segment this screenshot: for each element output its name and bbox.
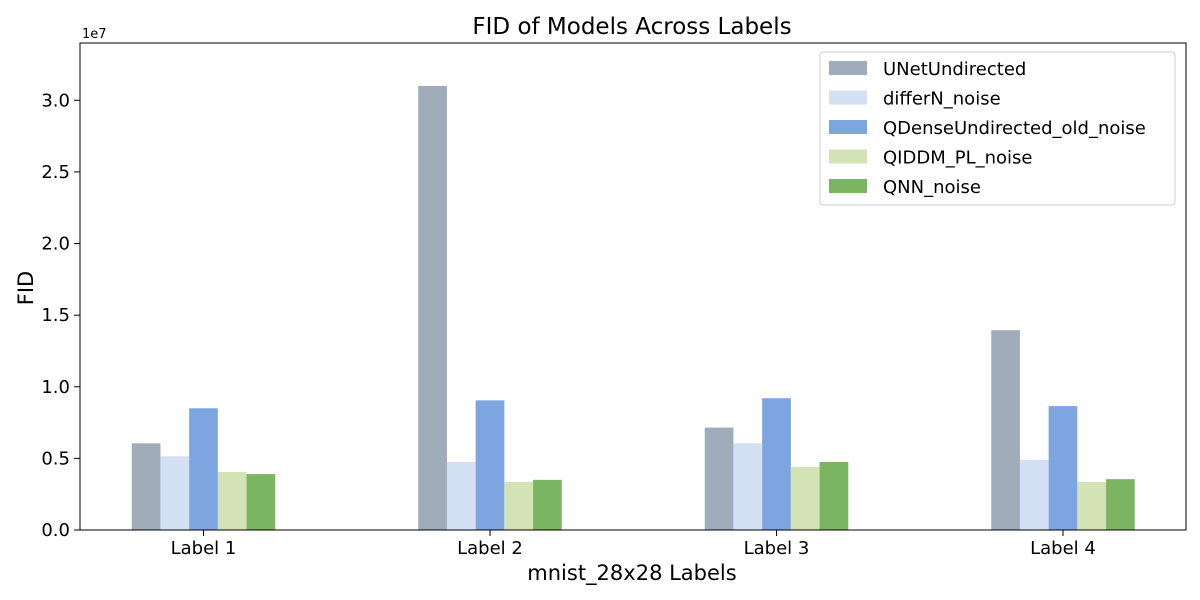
- legend-label-UNetUndirected: UNetUndirected: [883, 59, 1026, 80]
- bar-QNN_noise-label-3: [819, 461, 849, 530]
- bar-QDenseUndirected_old_noise-label-1: [189, 408, 218, 530]
- bar-QIDDM_PL_noise-label-4: [1077, 482, 1107, 530]
- bar-UNetUndirected-label-3: [704, 427, 734, 530]
- x-axis-ticks: Label 1 Label 2 Label 3 Label 4: [171, 530, 1096, 559]
- bar-QNN_noise-label-2: [533, 479, 562, 530]
- bar-QDenseUndirected_old_noise-label-2: [475, 400, 505, 530]
- bar-QIDDM_PL_noise-label-3: [790, 466, 820, 530]
- bar-QIDDM_PL_noise-label-2: [504, 482, 534, 530]
- y-tick-label: 1.0: [41, 377, 70, 398]
- bar-UNetUndirected-label-4: [991, 330, 1020, 530]
- legend: UNetUndirected differN_noise QDenseUndirec…: [819, 51, 1176, 206]
- bar-differN_noise-label-2: [446, 461, 476, 530]
- legend-swatch-UNetUndirected: [829, 61, 867, 75]
- legend-swatch-QDenseUndirected_old_noise: [829, 120, 867, 134]
- y-tick-label: 2.5: [41, 162, 70, 183]
- legend-swatch-QIDDM_PL_noise: [829, 149, 867, 164]
- legend-swatch-differN_noise: [829, 90, 867, 105]
- bar-differN_noise-label-3: [733, 443, 763, 530]
- y-axis-offset-label: 1e7: [82, 27, 107, 42]
- y-axis-ticks: 0.0 0.5 1.0 1.5 2.0 2.5 3.0: [41, 90, 80, 541]
- legend-label-differN_noise: differN_noise: [883, 89, 1001, 110]
- bar-QIDDM_PL_noise-label-1: [217, 471, 247, 530]
- bar-differN_noise-label-4: [1019, 459, 1049, 530]
- bar-UNetUndirected-label-1: [131, 443, 161, 530]
- x-tick-label: Label 4: [1030, 538, 1096, 559]
- y-axis-title: FID: [14, 271, 38, 305]
- y-tick-label: 0.0: [41, 520, 70, 541]
- x-tick-label: Label 2: [457, 538, 523, 559]
- x-tick-label: Label 1: [171, 538, 237, 559]
- legend-label-QDenseUndirected_old_noise: QDenseUndirected_old_noise: [883, 118, 1146, 139]
- y-tick-label: 2.0: [41, 234, 70, 255]
- bar-UNetUndirected-label-2: [418, 85, 447, 531]
- bar-differN_noise-label-1: [160, 456, 190, 530]
- bar-QDenseUndirected_old_noise-label-3: [762, 398, 791, 530]
- legend-swatch-QNN_noise: [829, 179, 867, 193]
- bar-QNN_noise-label-1: [246, 474, 276, 530]
- legend-frame: [819, 51, 1176, 206]
- plot-frame: [79, 42, 1187, 531]
- y-tick-label: 0.5: [41, 448, 70, 469]
- x-axis-title: mnist_28x28 Labels: [527, 561, 736, 586]
- y-tick-label: 3.0: [41, 90, 70, 111]
- legend-label-QNN_noise: QNN_noise: [883, 177, 981, 198]
- chart-title: FID of Models Across Labels: [472, 14, 791, 40]
- bar-QDenseUndirected_old_noise-label-4: [1048, 406, 1078, 530]
- x-tick-label: Label 3: [744, 538, 810, 559]
- bar-QNN_noise-label-4: [1106, 479, 1135, 530]
- bars-group: [131, 85, 1135, 531]
- y-tick-label: 1.5: [41, 305, 70, 326]
- legend-label-QIDDM_PL_noise: QIDDM_PL_noise: [883, 148, 1032, 169]
